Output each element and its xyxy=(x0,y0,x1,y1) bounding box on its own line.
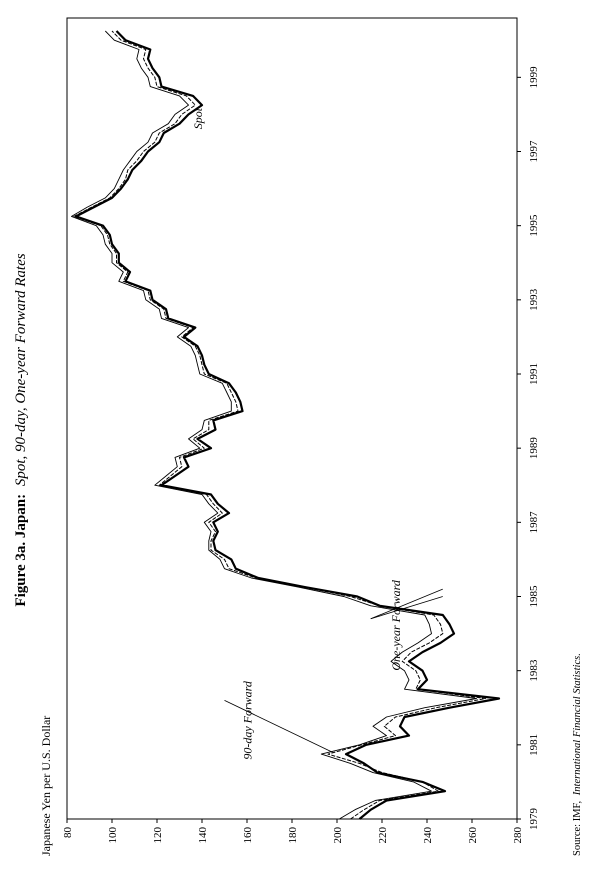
year-tick-label: 1991 xyxy=(528,363,540,385)
year-tick-label: 1983 xyxy=(528,659,540,682)
value-tick-label: 120 xyxy=(152,827,164,844)
value-tick-label: 140 xyxy=(197,827,209,844)
value-tick-label: 220 xyxy=(377,827,389,844)
value-tick-label: 200 xyxy=(332,827,344,844)
year-tick-label: 1997 xyxy=(528,140,540,163)
annotation-one-year-forward: One-year Forward xyxy=(389,579,403,671)
value-tick-label: 180 xyxy=(287,827,299,844)
series-line-one-year-forward xyxy=(71,30,477,820)
value-tick-label: 240 xyxy=(422,827,434,844)
chart-title: Figure 3a. Japan: Spot, 90-day, One-year… xyxy=(13,253,29,606)
series-group xyxy=(71,30,501,820)
annotation-spot: Spot xyxy=(191,107,205,129)
year-tick-label: 1995 xyxy=(528,214,540,237)
chart-title-bold: Figure 3a. Japan: xyxy=(13,494,29,607)
value-tick-label: 160 xyxy=(242,827,254,844)
series-line-spot xyxy=(74,30,501,820)
series-line-90-day-forward xyxy=(73,30,486,820)
value-tick-label: 260 xyxy=(467,827,479,844)
leader-90-day xyxy=(224,699,333,753)
year-tick-label: 1981 xyxy=(528,734,540,756)
year-tick-label: 1985 xyxy=(528,585,540,608)
source-italic: International Financial Statistics. xyxy=(572,653,583,796)
value-tick-label: 280 xyxy=(512,827,524,844)
annotation-leaders xyxy=(224,588,443,753)
plot-frame xyxy=(66,17,518,820)
axes-group: 80 100 120 140 160 180 200 220 240 260 280 1979 1981… xyxy=(62,66,540,844)
source-prefix: Source: IMF, xyxy=(572,801,583,856)
year-tick-label: 1987 xyxy=(528,511,540,534)
annotation-90-day-forward: 90-day Forward xyxy=(241,680,255,760)
year-tick-label: 1993 xyxy=(528,288,540,311)
y-axis-label: Japanese Yen per U.S. Dollar xyxy=(39,716,53,856)
year-tick-label: 1979 xyxy=(528,808,540,831)
value-tick-label: 80 xyxy=(62,827,74,839)
leader-one-year xyxy=(370,588,443,620)
chart-title-italic: Spot, 90-day, One-year Forward Rates xyxy=(13,253,29,486)
year-tick-label: 1989 xyxy=(528,437,540,460)
year-tick-label: 1999 xyxy=(528,66,540,89)
value-tick-label: 100 xyxy=(107,827,119,844)
annotations-group: Spot 90-day Forward One-year Forward xyxy=(191,107,403,759)
leader-one-year-2 xyxy=(370,596,443,620)
source-note: Source: IMF, International Financial Sta… xyxy=(572,653,583,856)
